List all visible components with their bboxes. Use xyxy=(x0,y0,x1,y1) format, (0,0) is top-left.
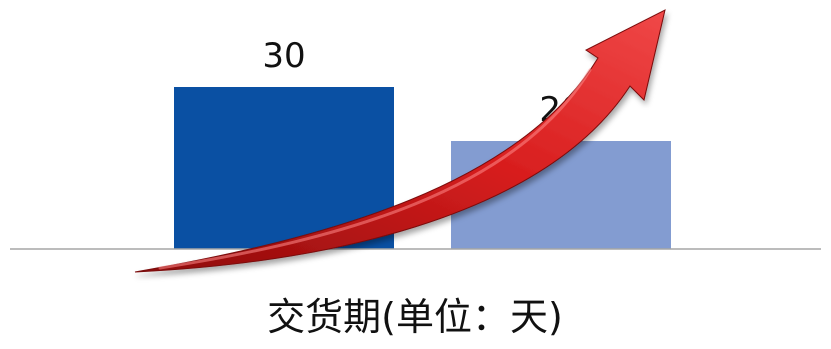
bar-group xyxy=(174,87,671,249)
bar-value-label-1: 30 xyxy=(262,36,305,76)
x-axis-label: 交货期(单位：天) xyxy=(267,295,563,339)
trend-arrow-icon xyxy=(134,9,666,273)
